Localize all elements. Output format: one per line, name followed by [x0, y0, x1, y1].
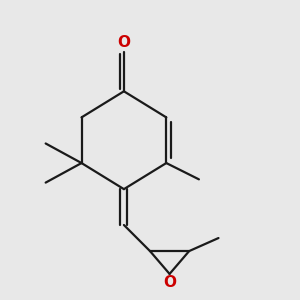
- Text: O: O: [117, 35, 130, 50]
- Text: O: O: [163, 274, 176, 290]
